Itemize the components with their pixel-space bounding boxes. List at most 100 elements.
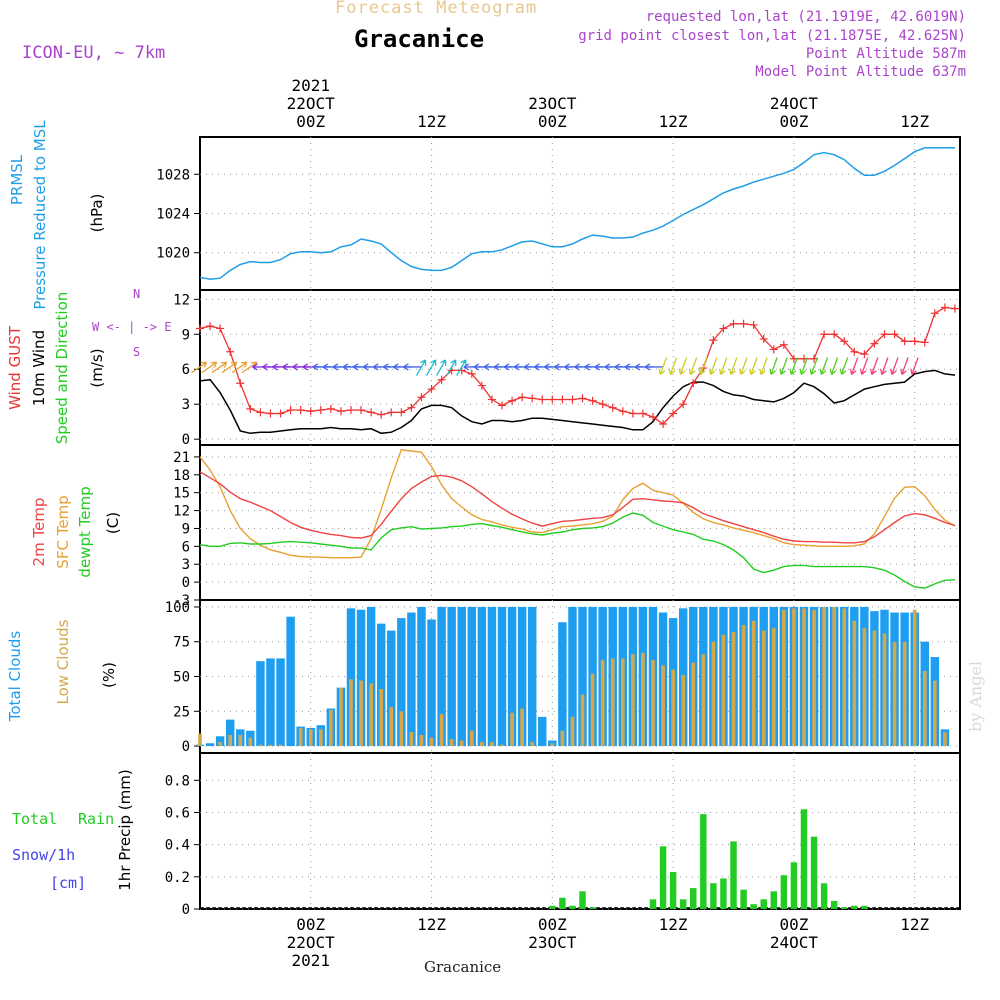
low-cloud-bar (731, 631, 736, 747)
wind-direction-arrow (869, 357, 879, 375)
gust-marker (296, 406, 305, 415)
low-cloud-bar (318, 729, 323, 747)
wind-arrow-path (708, 357, 718, 375)
low-cloud-bar (631, 654, 635, 747)
gust-line (199, 306, 956, 425)
wind-label-10m: 10m Wind (30, 330, 48, 406)
wind-direction-arrow (799, 357, 809, 375)
wind-label-direction: Speed and Direction (53, 292, 71, 445)
gust-marker (739, 319, 748, 328)
bottom-time-label: 12Z (659, 915, 688, 934)
low-cloud-bar (792, 608, 796, 747)
wind-direction-arrow (900, 357, 909, 375)
model-altitude: Model Point Altitude 637m (755, 64, 966, 80)
wind-arrow-path (729, 357, 738, 375)
gust-marker (336, 407, 345, 416)
low-cloud-bar (449, 739, 454, 747)
dewpt-line (199, 512, 956, 589)
gust-marker (880, 330, 889, 339)
low-cloud-bar (691, 662, 696, 747)
y-tick-label: 0.4 (165, 838, 190, 854)
rain-bar (549, 905, 556, 909)
low-cloud-bar (681, 675, 685, 747)
rain-bar (760, 899, 767, 909)
gust-marker (326, 404, 335, 413)
gust-marker (709, 336, 718, 345)
gust-marker (316, 406, 325, 415)
wind-label-gust: Wind GUST (6, 325, 24, 410)
total-cloud-bar (256, 661, 265, 747)
wind-arrow-path (819, 357, 829, 375)
legend-snow: Snow/1h (12, 846, 75, 864)
low-cloud-bar (258, 744, 263, 747)
panel-frame-temperature (199, 444, 961, 601)
rain-bar (649, 899, 657, 909)
total-cloud-bar (447, 606, 456, 747)
wind-arrow-path (869, 357, 879, 375)
total-cloud-bar (457, 606, 466, 747)
rain-bar (740, 889, 747, 909)
gust-marker (719, 324, 728, 333)
total-cloud-bar (527, 606, 537, 747)
total-cloud-bar (558, 622, 567, 747)
cloud-unit-label: (%) (100, 662, 118, 688)
low-cloud-bar (419, 734, 424, 747)
gust-marker (518, 393, 527, 402)
y-tick-label: 6 (182, 362, 190, 378)
y-tick-label: 9 (182, 327, 190, 343)
rain-bar (659, 846, 667, 909)
wind-arrow-path (749, 357, 758, 375)
low-cloud-bar (308, 729, 313, 747)
low-cloud-bar (782, 609, 786, 747)
gust-marker (920, 338, 929, 347)
low-cloud-bar (580, 694, 585, 747)
low-cloud-bar (389, 707, 394, 747)
rain-bar (589, 907, 596, 909)
low-cloud-bar (872, 630, 877, 747)
low-cloud-bar (600, 659, 605, 747)
gust-marker (930, 309, 939, 318)
gust-marker (729, 319, 738, 328)
gust-marker (487, 395, 496, 404)
gust-marker (950, 304, 959, 313)
wind-direction-arrow (890, 357, 899, 375)
wind-direction-arrow (739, 357, 748, 375)
low-cloud-bar (751, 620, 756, 747)
gust-marker (860, 350, 869, 359)
low-cloud-bar (369, 683, 373, 747)
low-cloud-bar (459, 740, 464, 747)
low-cloud-bar (298, 727, 303, 747)
total-cloud-bar (497, 606, 507, 747)
wind-direction-arrow (729, 357, 738, 375)
rain-bar (579, 891, 586, 909)
low-cloud-bar (842, 608, 847, 747)
y-tick-label: 18 (173, 468, 190, 484)
location-title: Gracanice (354, 25, 485, 53)
low-cloud-bar (278, 744, 283, 747)
gust-marker (306, 407, 315, 416)
wind-direction-arrow (708, 357, 718, 375)
wind-direction-arrow (211, 361, 228, 374)
rain-bar (700, 814, 707, 909)
low-cloud-bar (912, 609, 917, 747)
gust-marker (467, 369, 476, 378)
rain-bar (750, 904, 757, 909)
rain-bar (820, 883, 828, 909)
gust-marker (568, 395, 577, 404)
wind-arrow-path (211, 361, 228, 374)
y-tick-label: 0.8 (165, 773, 190, 789)
wind-direction-arrow (819, 357, 829, 375)
y-tick-label: 0.6 (165, 806, 190, 822)
low-cloud-bar (570, 716, 575, 747)
gust-marker (578, 394, 587, 403)
wind-arrow-path (779, 357, 788, 375)
gust-marker (477, 381, 486, 390)
rain-bar (770, 891, 777, 909)
wind-direction-arrow (403, 363, 422, 371)
wind-arrow-path (668, 357, 678, 375)
y-tick-label: 3 (182, 397, 190, 413)
wind-arrow-path (644, 363, 663, 371)
gust-marker (357, 406, 366, 415)
low-cloud-bar (711, 641, 716, 747)
total-cloud-bar (205, 743, 215, 747)
